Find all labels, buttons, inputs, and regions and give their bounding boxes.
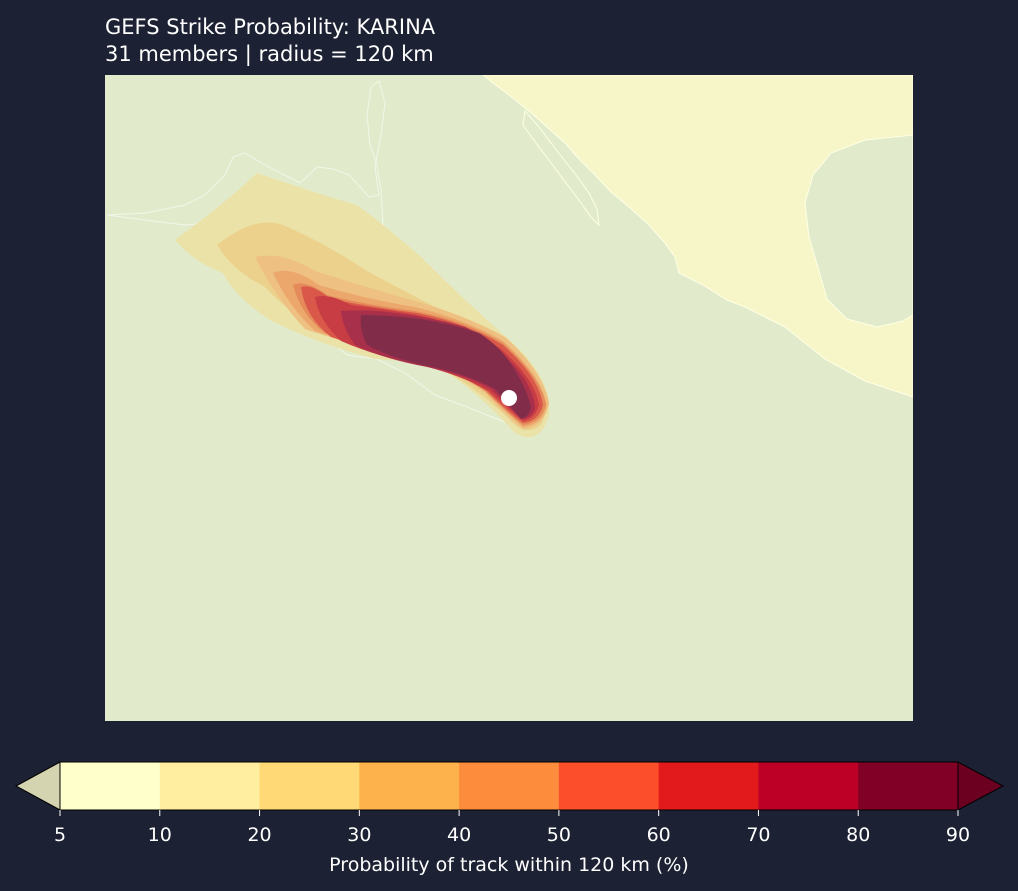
colorbar-segment-70-80 [758, 762, 859, 810]
colorbar-segment-40-50 [459, 762, 560, 810]
colorbar-frame [59, 761, 959, 811]
colorbar-segments [60, 762, 959, 810]
colorbar-tick-label: 30 [347, 824, 371, 846]
colorbar-segment-80-90 [858, 762, 959, 810]
colorbar-tick-label: 70 [746, 824, 770, 846]
colorbar-tick-label: 80 [846, 824, 870, 846]
colorbar-segment-60-70 [658, 762, 759, 810]
gulf-of-mexico [804, 134, 913, 328]
colorbar-tick-label: 60 [647, 824, 671, 846]
colorbar-segment-10-20 [159, 762, 261, 810]
colorbar-ticks: 5 10 20 30 40 50 60 70 80 90 [54, 810, 970, 846]
colorbar-under-extension [14, 761, 61, 811]
colorbar-segment-5-10 [60, 762, 161, 810]
colorbar-over-extension [957, 761, 1005, 811]
colorbar-label: Probability of track within 120 km (%) [329, 854, 689, 876]
gulf-of-california [522, 109, 600, 227]
colorbar-tick-label: 90 [946, 824, 970, 846]
colorbar-tick-label: 5 [54, 824, 66, 846]
mainland-land [482, 75, 913, 398]
colorbar-segment-50-60 [558, 762, 660, 810]
chart-title: GEFS Strike Probability: KARINA 31 membe… [105, 14, 435, 68]
prob-band-80-90 [360, 315, 531, 419]
probability-map [105, 75, 913, 721]
colorbar-tick-label: 20 [247, 824, 271, 846]
title-line: GEFS Strike Probability: KARINA [105, 15, 436, 39]
colorbar-segment-30-40 [359, 762, 460, 810]
colorbar-tick-label: 10 [148, 824, 172, 846]
subtitle-line: 31 members | radius = 120 km [105, 42, 434, 66]
colorbar-segment-20-30 [259, 762, 360, 810]
colorbar: 5 10 20 30 40 50 60 70 80 90 Probability of track… [14, 761, 1005, 876]
storm-position-marker [501, 390, 517, 406]
colorbar-tick-label: 40 [447, 824, 471, 846]
colorbar-tick-label: 50 [547, 824, 571, 846]
